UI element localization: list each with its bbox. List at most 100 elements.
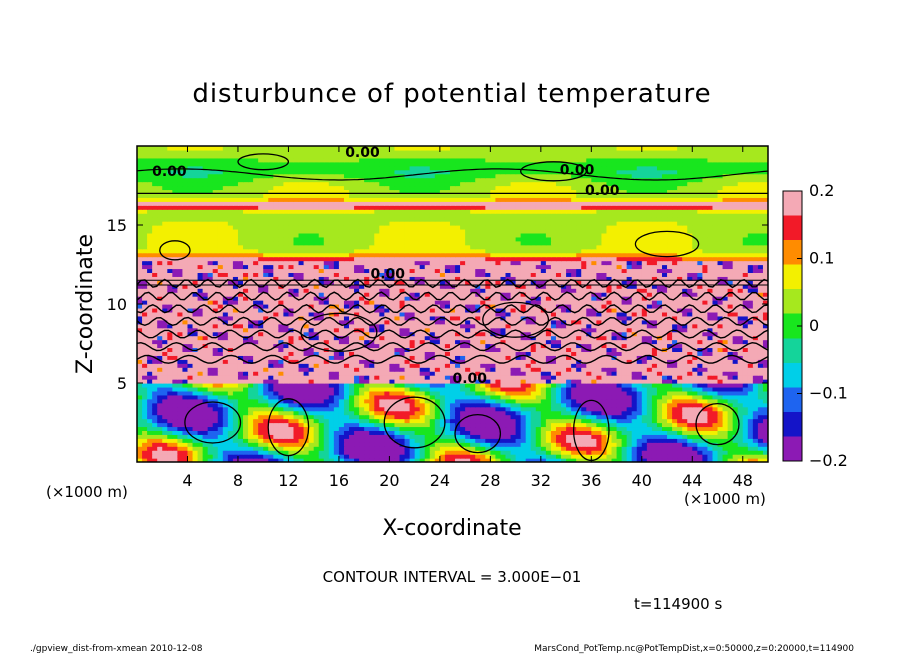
heatmap-cell (455, 375, 461, 380)
heatmap-cell (333, 375, 340, 380)
heatmap-cell (601, 371, 608, 376)
heatmap-cell (566, 458, 572, 462)
heatmap-cell (197, 422, 204, 428)
heatmap-cell (354, 426, 360, 431)
heatmap-cell (540, 383, 547, 388)
heatmap-cell (621, 394, 628, 400)
heatmap-cell (278, 434, 284, 439)
heatmap-cell (182, 375, 189, 380)
heatmap-cell (581, 454, 587, 459)
heatmap-cell (369, 442, 375, 447)
heatmap-cell (258, 410, 264, 416)
heatmap-cell (495, 304, 502, 309)
heatmap-cell (742, 402, 749, 408)
heatmap-cell (596, 414, 603, 420)
heatmap-cell (182, 442, 189, 447)
heatmap-cell (187, 414, 194, 420)
heatmap-cell (651, 339, 658, 345)
heatmap-cell (611, 458, 618, 462)
heatmap-cell (414, 442, 421, 447)
heatmap-cell (535, 410, 542, 416)
heatmap-cell (167, 406, 173, 412)
heatmap-cell (243, 371, 249, 376)
heatmap-cell (278, 390, 284, 396)
heatmap-cell (343, 347, 350, 352)
heatmap-cell (752, 379, 759, 384)
heatmap-cell (197, 351, 204, 356)
heatmap-cell (142, 304, 148, 309)
heatmap-cell (404, 315, 411, 321)
heatmap-cell (752, 311, 759, 317)
heatmap-cell (520, 414, 527, 420)
heatmap-cell (424, 430, 431, 435)
heatmap-cell (217, 359, 224, 364)
heatmap-cell (631, 454, 638, 459)
heatmap-cell (197, 434, 204, 439)
heatmap-cell (661, 438, 668, 443)
heatmap-cell (303, 307, 310, 313)
heatmap-cell (510, 311, 517, 317)
heatmap-cell (550, 319, 557, 325)
heatmap-cell (379, 418, 385, 424)
heatmap-cell (601, 339, 608, 345)
heatmap-cell (747, 383, 754, 388)
heatmap-cell (323, 363, 330, 368)
heatmap-cell (217, 315, 224, 321)
heatmap-cell (283, 422, 290, 428)
heatmap-cell (157, 402, 163, 408)
heatmap-cell (187, 351, 194, 356)
heatmap-cell (500, 331, 507, 337)
heatmap-cell (409, 367, 416, 372)
heatmap-cell (172, 319, 178, 325)
heatmap-cell (177, 371, 184, 376)
heatmap-cell (394, 458, 401, 462)
heatmap-cell (762, 359, 768, 364)
heatmap-cell (661, 446, 668, 451)
heatmap-cell (187, 339, 194, 345)
heatmap-cell (707, 458, 714, 462)
heatmap-cell (182, 331, 189, 337)
heatmap-cell (727, 426, 734, 431)
heatmap-cell (303, 331, 310, 337)
heatmap-cell (328, 355, 335, 360)
heatmap-cell (237, 454, 244, 459)
heatmap-cell (717, 446, 724, 451)
heatmap-cell (555, 351, 562, 356)
heatmap-cell (520, 375, 527, 380)
heatmap-cell (555, 323, 562, 329)
heatmap-cell (177, 402, 184, 408)
heatmap-cell (429, 304, 436, 309)
heatmap-cell (752, 355, 759, 360)
heatmap-cell (167, 450, 173, 455)
heatmap-cell (147, 450, 153, 455)
heatmap-cell (434, 359, 441, 364)
heatmap-cell (682, 402, 688, 408)
heatmap-cell (480, 386, 486, 392)
heatmap-cell (490, 315, 497, 321)
heatmap-cell (328, 406, 335, 412)
heatmap-cell (490, 410, 497, 416)
heatmap-cell (157, 434, 163, 439)
heatmap-cell (550, 438, 557, 443)
heatmap-cell (515, 383, 522, 388)
heatmap-cell (555, 371, 562, 376)
heatmap-cell (661, 454, 668, 459)
heatmap-cell (197, 371, 204, 376)
heatmap-cell (702, 339, 709, 345)
heatmap-cell (465, 379, 471, 384)
heatmap-cell (586, 379, 592, 384)
heatmap-cell (434, 430, 441, 435)
heatmap-cell (757, 406, 764, 412)
heatmap-cell (147, 355, 153, 360)
heatmap-cell (757, 315, 764, 321)
heatmap-cell (268, 363, 274, 368)
heatmap-cell (646, 458, 653, 462)
heatmap-cell (217, 390, 224, 396)
heatmap-cell (571, 307, 577, 313)
heatmap-cell (520, 446, 527, 451)
heatmap-cell (465, 454, 471, 459)
heatmap-cell (757, 355, 764, 360)
heatmap-cell (424, 304, 431, 309)
heatmap-cell (571, 331, 577, 337)
heatmap-cell (313, 319, 320, 325)
